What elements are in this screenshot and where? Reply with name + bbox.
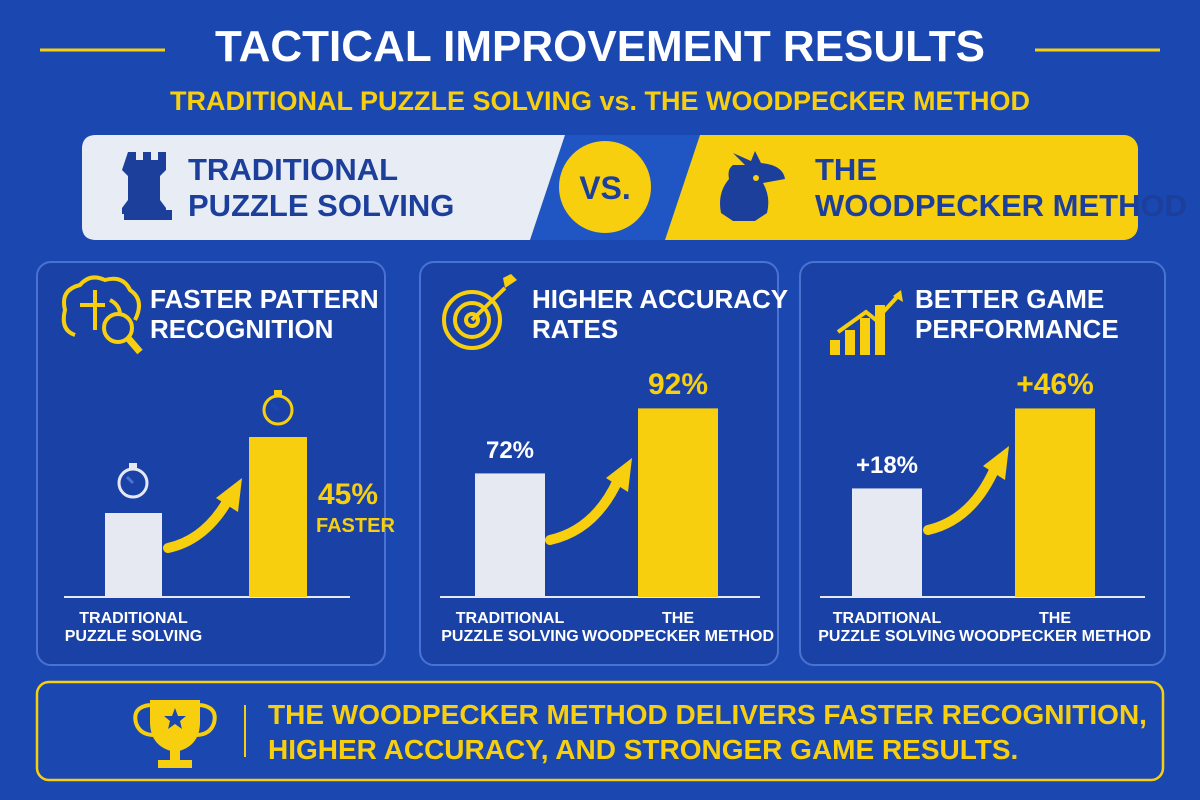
title: TACTICAL IMPROVEMENT RESULTS bbox=[215, 22, 985, 71]
bar bbox=[249, 437, 307, 597]
value-label: 72% bbox=[485, 437, 535, 465]
bar bbox=[105, 513, 162, 597]
panel-title: HIGHER ACCURACY RATES bbox=[532, 284, 789, 344]
panel-title: BETTER GAME PERFORMANCE bbox=[915, 284, 1119, 344]
category-label: TRADITIONAL PUZZLE SOLVING bbox=[441, 610, 579, 646]
footer-text: THE WOODPECKER METHOD DELIVERS FASTER RE… bbox=[268, 699, 1147, 765]
annotation: 45% bbox=[318, 478, 379, 511]
bar bbox=[852, 488, 922, 597]
panel-title: FASTER PATTERN RECOGNITION bbox=[150, 284, 379, 344]
value-label: +18% bbox=[855, 452, 919, 480]
value-label: 92% bbox=[647, 368, 709, 402]
right-method: THE WOODPECKER METHOD bbox=[815, 152, 1187, 223]
bar bbox=[638, 408, 718, 597]
category-label: THE WOODPECKER METHOD bbox=[959, 610, 1151, 646]
category-label: THE WOODPECKER METHOD bbox=[582, 610, 774, 646]
bar bbox=[475, 473, 545, 597]
category-label: TRADITIONAL PUZZLE SOLVING bbox=[64, 610, 203, 646]
annotation: FASTER bbox=[316, 515, 395, 537]
bar bbox=[1015, 408, 1095, 597]
subtitle: TRADITIONAL PUZZLE SOLVING vs. THE WOODP… bbox=[169, 86, 1031, 116]
left-method: TRADITIONAL PUZZLE SOLVING bbox=[188, 152, 455, 223]
category-label: TRADITIONAL PUZZLE SOLVING bbox=[818, 610, 956, 646]
vs-badge: VS. bbox=[579, 170, 631, 206]
value-label: +46% bbox=[1016, 368, 1094, 402]
